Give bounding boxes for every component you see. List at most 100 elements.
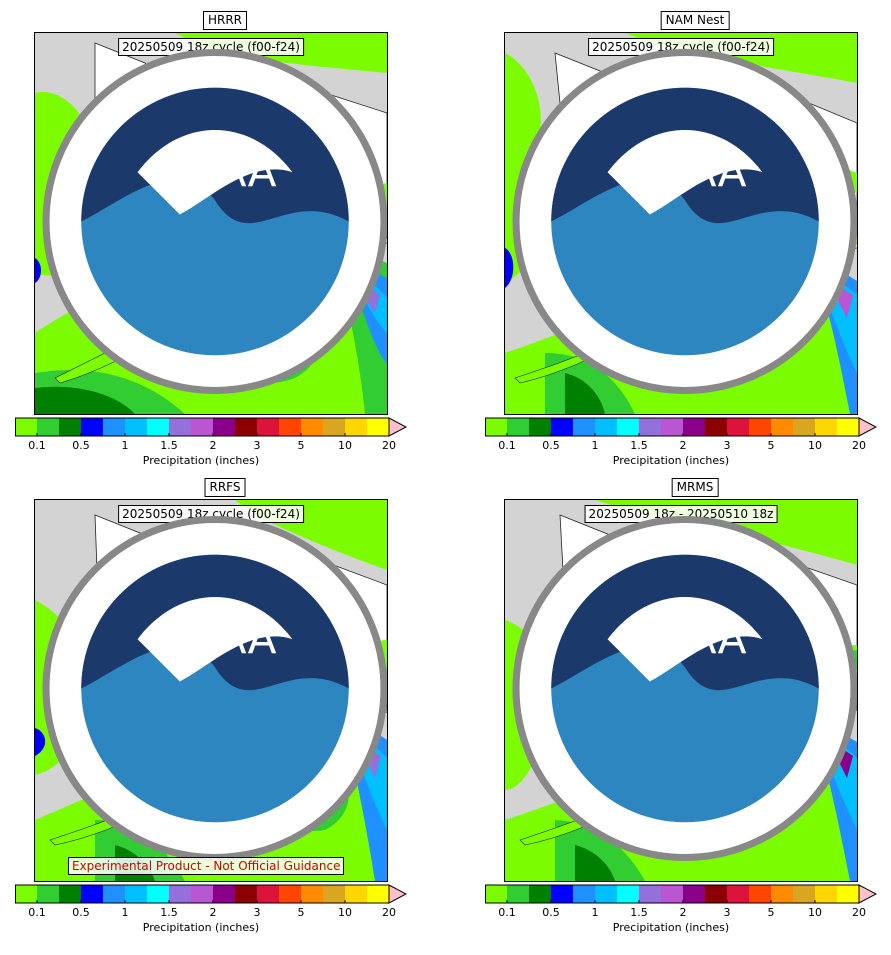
colorbar-label: Precipitation (inches) (142, 454, 260, 467)
colorbar-tick-label: 2 (679, 906, 687, 919)
colorbar-segment (169, 885, 191, 903)
colorbar-segment (595, 418, 617, 436)
colorbar-segment (301, 885, 323, 903)
precip-map: 20250509 18z - 20250510 18z NOAA (504, 499, 858, 882)
colorbar-tick-label: 2 (679, 439, 687, 452)
colorbar-tick-label: 3 (253, 439, 261, 452)
noaa-logo: NOAA (42, 516, 387, 861)
colorbar (485, 884, 877, 904)
panel-rrfs: RRFS 20250509 18z cycle (f00-f24) (15, 478, 435, 948)
colorbar-segment (147, 885, 169, 903)
colorbar-tick-label: 2 (209, 906, 217, 919)
colorbar-segment (815, 418, 837, 436)
colorbar-segment (749, 418, 771, 436)
colorbar-segment (727, 885, 749, 903)
precip-west-blue (505, 248, 514, 288)
colorbar-segment (235, 885, 257, 903)
colorbar-segment (683, 885, 705, 903)
colorbar-svg (15, 417, 407, 437)
colorbar-segment (81, 885, 103, 903)
colorbar-segment (279, 885, 301, 903)
colorbar-tick-label: 5 (297, 439, 305, 452)
panel-title: HRRR (202, 11, 248, 30)
colorbar-tick-label: 0.5 (72, 906, 90, 919)
colorbar-tick-label: 1.5 (630, 906, 648, 919)
colorbar-segment (191, 418, 213, 436)
colorbar-tick-label: 20 (382, 439, 396, 452)
colorbar-segment (125, 418, 147, 436)
colorbar-label: Precipitation (inches) (142, 921, 260, 934)
precip-swath-south-heavy (565, 373, 605, 414)
colorbar-tick-label: 2 (209, 439, 217, 452)
colorbar-segment (793, 418, 815, 436)
precip-map: 20250509 18z cycle (f00-f24) NOAA (34, 32, 388, 415)
colorbar-tick-label: 20 (852, 439, 866, 452)
colorbar-segment (617, 885, 639, 903)
colorbar-outline (485, 884, 860, 904)
colorbar-tick-label: 1.5 (160, 439, 178, 452)
colorbar-segment (59, 885, 81, 903)
colorbar-segment (345, 418, 367, 436)
noaa-logo: NOAA (42, 49, 387, 394)
colorbar-tick-label: 0.1 (28, 439, 46, 452)
colorbar-segment (125, 885, 147, 903)
colorbar-extend-arrow (388, 884, 407, 904)
colorbar-segment (573, 418, 595, 436)
colorbar-extend-arrow (858, 417, 877, 437)
colorbar-tick-label: 3 (723, 906, 731, 919)
colorbar-segment (617, 418, 639, 436)
precip-west-blue (35, 258, 41, 283)
colorbar-segment (103, 418, 125, 436)
colorbar-tick-label: 10 (338, 906, 352, 919)
colorbar-tick-label: 1 (591, 439, 599, 452)
svg-text:NOAA: NOAA (623, 614, 746, 663)
colorbar-segment (367, 418, 389, 436)
colorbar-ticks: 0.1 0.5 1 1.5 2 3 5 10 20 (485, 906, 877, 920)
colorbar-tick-label: 0.5 (542, 906, 560, 919)
colorbar-segment (15, 885, 37, 903)
colorbar-extend-arrow (388, 417, 407, 437)
colorbar-segment (323, 418, 345, 436)
colorbar-tick-label: 10 (808, 439, 822, 452)
experimental-disclaimer: Experimental Product - Not Official Guid… (68, 857, 345, 875)
colorbar-tick-label: 0.5 (72, 439, 90, 452)
colorbar-segment (367, 885, 389, 903)
colorbar-segment (59, 418, 81, 436)
colorbar-segment (771, 885, 793, 903)
colorbar-segment (661, 418, 683, 436)
colorbar-tick-label: 0.5 (542, 439, 560, 452)
svg-text:NOAA: NOAA (153, 614, 276, 663)
colorbar-segment (595, 885, 617, 903)
colorbar-tick-label: 1.5 (630, 439, 648, 452)
colorbar-segment (749, 885, 771, 903)
colorbar-tick-label: 3 (723, 439, 731, 452)
cycle-label: 20250509 18z cycle (f00-f24) (588, 38, 774, 56)
colorbar-segment (529, 885, 551, 903)
colorbar-tick-label: 1 (121, 906, 129, 919)
colorbar-segment (147, 418, 169, 436)
colorbar-ticks: 0.1 0.5 1 1.5 2 3 5 10 20 (485, 439, 877, 453)
noaa-logo: NOAA (512, 49, 857, 394)
colorbar-tick-label: 0.1 (498, 439, 516, 452)
panel-nam-nest: NAM Nest 20250509 18z cycle (f00-f24) (485, 11, 891, 481)
colorbar-segment (81, 418, 103, 436)
colorbar-segment (485, 418, 507, 436)
colorbar-segment (103, 885, 125, 903)
colorbar-segment (279, 418, 301, 436)
colorbar-label: Precipitation (inches) (612, 454, 730, 467)
colorbar-segment (213, 418, 235, 436)
colorbar-segment (551, 885, 573, 903)
colorbar-segment (837, 418, 859, 436)
colorbar-segment (235, 418, 257, 436)
colorbar-outline (485, 417, 860, 437)
precip-map: 20250509 18z cycle (f00-f24) NOAA Experi… (34, 499, 388, 882)
colorbar-segment (323, 885, 345, 903)
colorbar-tick-label: 10 (808, 906, 822, 919)
colorbar-segment (705, 885, 727, 903)
panel-title: MRMS (671, 478, 719, 497)
colorbar-svg (485, 417, 877, 437)
colorbar-extend-arrow (858, 884, 877, 904)
precip-swath-south-heavy (35, 386, 135, 414)
colorbar-segment (257, 885, 279, 903)
colorbar-segment (169, 418, 191, 436)
